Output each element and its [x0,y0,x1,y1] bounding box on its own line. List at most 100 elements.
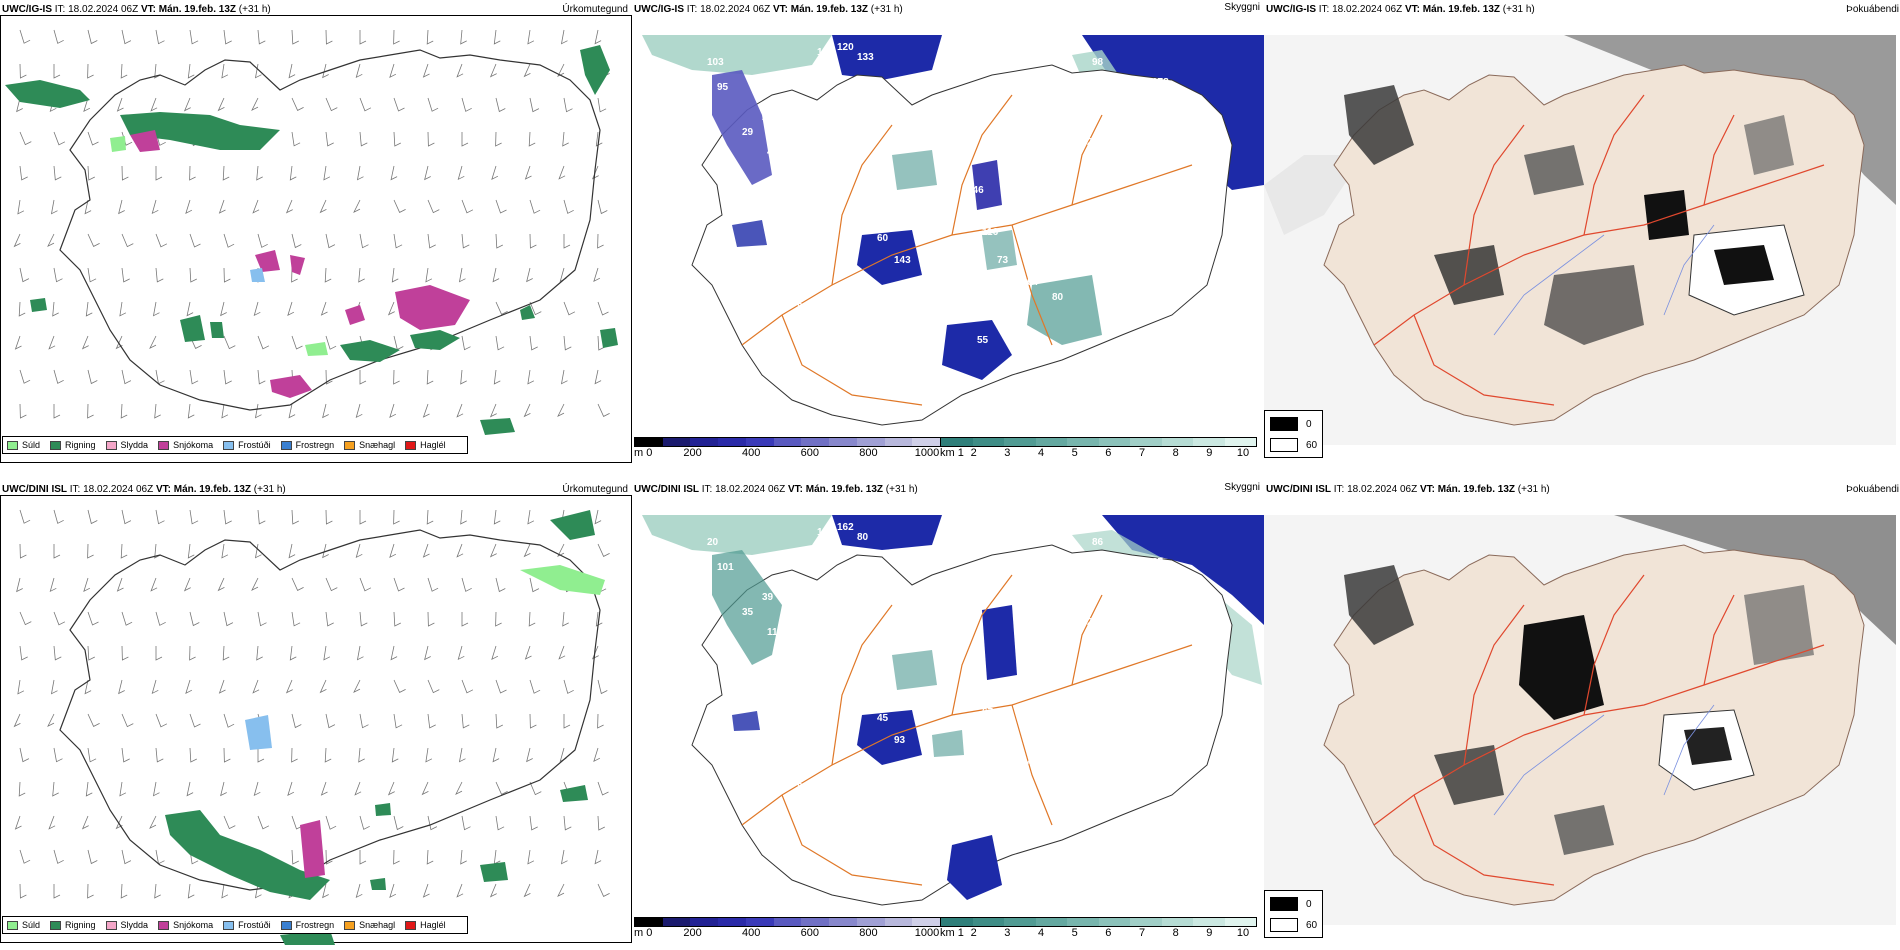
wind-barb [594,29,602,45]
wind-barb [19,29,31,44]
wind-barb [189,267,197,283]
wind-barb [257,335,270,350]
colorbar-cell [718,438,746,446]
cloud-height-label: 80 [857,532,869,543]
wind-barb [591,165,599,180]
iceland-outline [691,544,1233,906]
wind-barb [289,645,297,661]
wind-barb [189,233,201,248]
cloud-height-label: 83 [1082,562,1094,573]
wind-barb [217,97,225,112]
cloud-height-label: 83 [877,692,889,703]
wind-barb [223,369,232,385]
wind-barb [19,369,31,384]
wind-barb [597,781,609,796]
wind-barb [562,611,569,627]
wind-barb [528,611,536,627]
colorbar-cell [884,918,913,926]
cloud-height-label: 80 [1052,292,1064,303]
wind-barb [291,713,302,729]
cloud-height-label: 35 [742,607,754,618]
precip-type-panel-2: UWC/DINI ISL IT: 18.02.2024 06Z VT: Mán.… [0,480,632,945]
wind-barb [150,577,158,592]
panel-product-name: Skyggni [1224,482,1260,493]
wind-barb [87,543,94,559]
wind-barb [597,97,607,113]
cloud-height-label: 98 [1092,57,1104,68]
wind-barb [187,883,195,899]
wind-barb [257,815,270,830]
cloud-height-label: 67 [982,707,994,718]
wind-barb [155,166,163,181]
wind-barb [291,577,304,591]
colorbar-cell [1067,438,1099,446]
wind-barb [87,747,97,763]
wind-barb [353,679,361,693]
wind-barb [456,403,464,418]
wind-barb [393,815,404,831]
wind-barb [359,131,368,147]
wind-barb [595,611,603,627]
wind-barb [563,679,574,694]
wind-barb [495,97,506,113]
wind-barb [53,131,66,146]
wind-barb [223,713,235,728]
wind-barb [291,97,304,111]
colorbar-tick-label: 7 [1138,927,1146,939]
fog-patches [1344,565,1814,855]
wind-barb [84,679,92,695]
wind-barb [223,267,231,283]
wind-barb [53,509,64,524]
wind-barb [563,301,576,316]
wind-barb [495,335,505,351]
iceland-outline [59,49,601,411]
wind-barb [319,679,327,694]
wind-barb [460,29,467,45]
wind-barb [422,63,430,78]
wind-barb [257,233,268,248]
wind-barb [187,63,195,79]
wind-barb [189,747,197,763]
wind-barb [597,199,608,215]
wind-barb [529,679,541,694]
colorbar-cell [1224,918,1256,926]
wind-barb [155,611,166,626]
cloud-height-label: 73 [997,255,1009,266]
fog-patches [1344,85,1805,345]
cloud-height-label: 157 [937,142,954,153]
cloud-height-label: 45 [1027,757,1039,768]
wind-barb [256,645,263,661]
wind-barb [359,577,372,592]
wind-barb [291,335,303,350]
wind-barb [389,883,397,898]
wind-barb [322,883,329,899]
wind-barb [427,815,438,831]
wind-barb [563,815,572,831]
wind-barb [52,301,59,317]
colorbar-cell [912,438,941,446]
wind-barb [116,577,124,592]
wind-barb [597,883,610,897]
legend-swatch [223,440,235,450]
wind-barb [393,199,406,213]
legend-item: Frostregn [280,440,334,450]
wind-barb [53,611,66,626]
wind-barb [120,883,128,899]
wind-barb [53,884,61,899]
wind-barb [354,781,362,796]
colorbar-cell [884,438,913,446]
legend-item: Snjókoma [158,440,213,450]
cloud-height-label: 80 [1072,122,1084,133]
wind-barb [17,199,25,215]
colorbar-cell [662,438,691,446]
wind-barb [223,509,232,525]
wind-barb [493,29,501,45]
wind-barb [83,97,91,112]
wind-barb [19,849,31,864]
wind-barb [152,781,160,797]
wind-barb [120,403,128,419]
wind-barb [591,645,599,660]
colorbar-tick-label: 9 [1206,447,1213,459]
visibility-panel-1: UWC/IG-IS IT: 18.02.2024 06Z VT: Mán. 19… [632,0,1264,465]
